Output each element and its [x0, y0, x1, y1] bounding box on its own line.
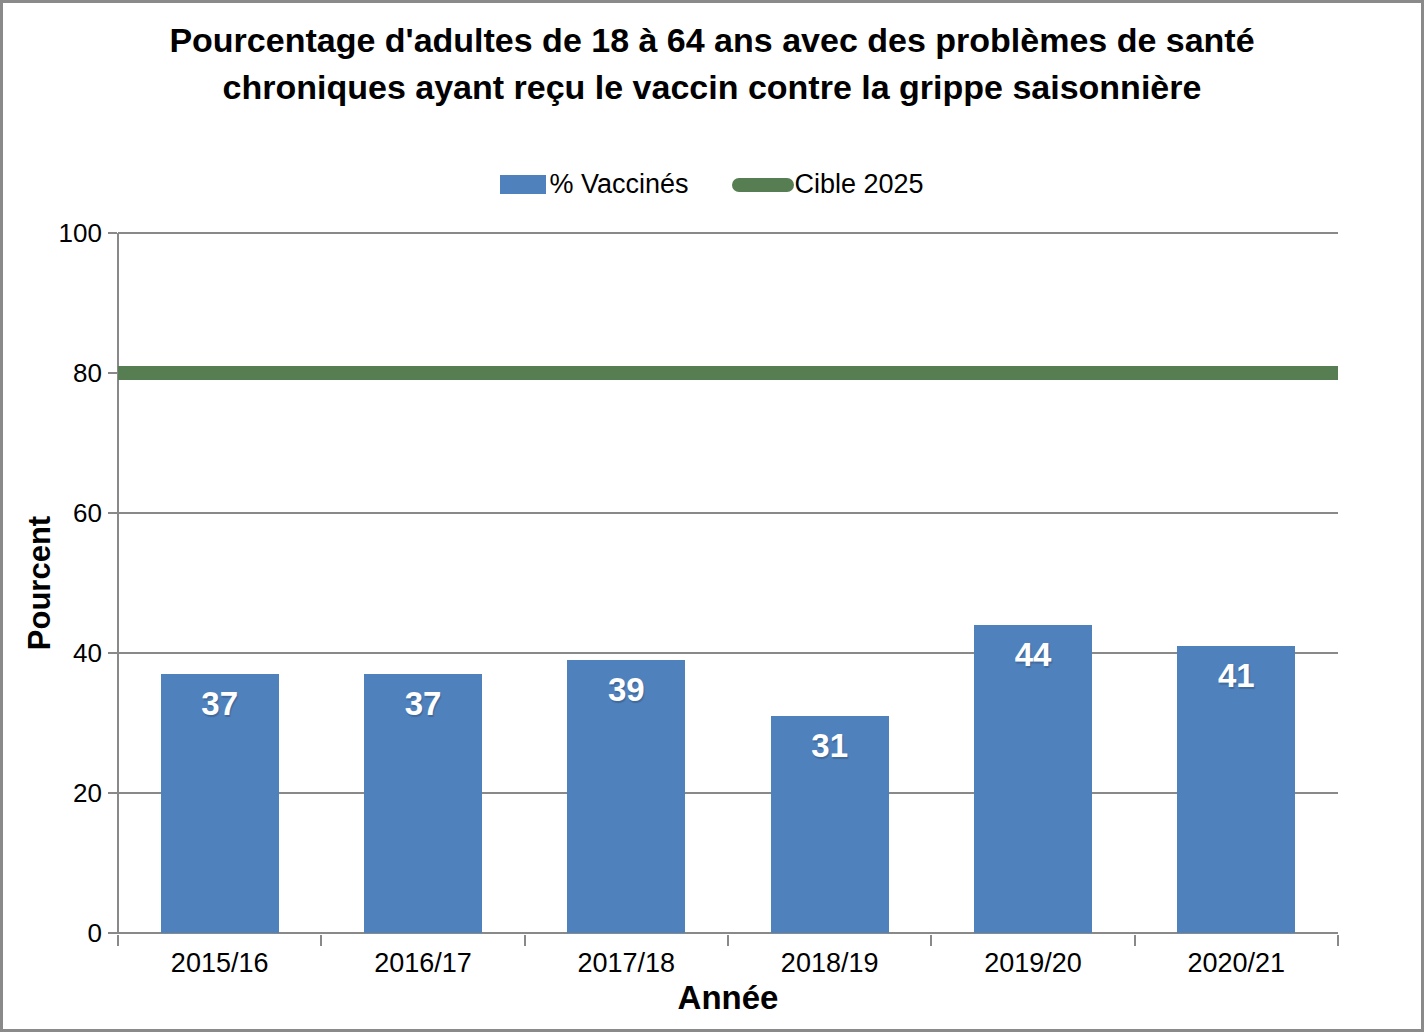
bar-value-label: 41: [1177, 657, 1295, 695]
x-tick: [930, 935, 932, 946]
y-tick-label: 100: [6, 217, 102, 249]
x-tick-label: 2017/18: [525, 948, 728, 979]
x-tick: [1134, 935, 1136, 946]
y-tick-label: 40: [6, 637, 102, 669]
bar-value-label: 44: [974, 636, 1092, 674]
bar-value-label: 37: [364, 685, 482, 723]
bar-2017/18: 39: [567, 660, 685, 933]
legend-swatch-1: [732, 178, 794, 192]
chart-title: Pourcentage d'adultes de 18 à 64 ans ave…: [127, 17, 1297, 111]
bar-value-label: 31: [771, 727, 889, 765]
y-tick: [108, 652, 117, 654]
y-tick: [108, 372, 117, 374]
y-axis-line: [117, 233, 119, 933]
bar-value-label: 39: [567, 671, 685, 709]
x-tick: [727, 935, 729, 946]
legend-item: Cible 2025: [732, 169, 923, 200]
y-tick: [108, 792, 117, 794]
legend-label: Cible 2025: [794, 169, 923, 200]
bar-value-label: 37: [161, 685, 279, 723]
y-tick: [108, 512, 117, 514]
y-axis-title-container: Pourcent: [3, 233, 77, 933]
x-tick: [524, 935, 526, 946]
gridline: [118, 232, 1338, 234]
y-tick-label: 0: [6, 917, 102, 949]
x-tick: [320, 935, 322, 946]
plot-area: 020406080100372015/16372016/17392017/183…: [118, 233, 1338, 933]
y-axis-title: Pourcent: [22, 516, 58, 650]
legend: % Vaccinés Cible 2025: [3, 169, 1421, 200]
x-axis-title: Année: [118, 979, 1338, 1017]
x-tick-label: 2016/17: [321, 948, 524, 979]
bar-2018/19: 31: [771, 716, 889, 933]
bar-2019/20: 44: [974, 625, 1092, 933]
x-tick-label: 2020/21: [1135, 948, 1338, 979]
x-axis-line: [116, 932, 1338, 934]
gridline: [118, 512, 1338, 514]
chart-frame: Pourcentage d'adultes de 18 à 64 ans ave…: [0, 0, 1424, 1032]
legend-swatch-0: [500, 175, 546, 194]
x-tick-label: 2018/19: [728, 948, 931, 979]
bar-2020/21: 41: [1177, 646, 1295, 933]
y-tick: [108, 232, 117, 234]
bar-2016/17: 37: [364, 674, 482, 933]
bar-2015/16: 37: [161, 674, 279, 933]
y-tick-label: 60: [6, 497, 102, 529]
x-tick-label: 2019/20: [931, 948, 1134, 979]
gridline: [118, 652, 1338, 654]
x-tick-label: 2015/16: [118, 948, 321, 979]
legend-label: % Vaccinés: [549, 169, 688, 200]
x-tick: [117, 935, 119, 946]
legend-item: % Vaccinés: [500, 169, 688, 200]
y-tick-label: 20: [6, 777, 102, 809]
x-tick: [1337, 935, 1339, 946]
y-tick-label: 80: [6, 357, 102, 389]
gridline: [118, 792, 1338, 794]
target-line: [118, 366, 1338, 380]
y-tick: [108, 932, 117, 934]
